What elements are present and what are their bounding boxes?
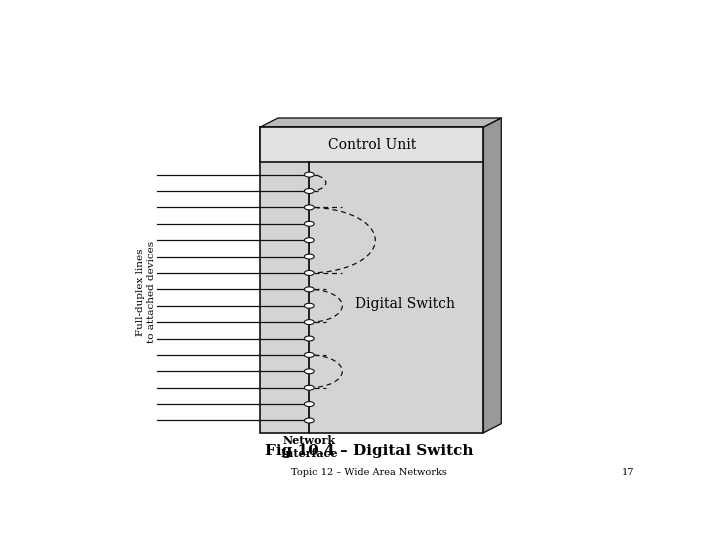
Ellipse shape	[305, 254, 314, 259]
Ellipse shape	[305, 402, 314, 407]
Ellipse shape	[305, 238, 314, 242]
Polygon shape	[260, 118, 501, 127]
Ellipse shape	[305, 188, 314, 193]
Text: Full-duplex lines
to attached devices: Full-duplex lines to attached devices	[136, 241, 156, 343]
Text: Fig 10.4 – Digital Switch: Fig 10.4 – Digital Switch	[265, 444, 473, 458]
Ellipse shape	[305, 271, 314, 275]
Bar	[260, 127, 483, 163]
Ellipse shape	[305, 336, 314, 341]
Polygon shape	[483, 118, 501, 433]
Ellipse shape	[305, 320, 314, 325]
Ellipse shape	[305, 205, 314, 210]
Bar	[260, 127, 483, 433]
Ellipse shape	[305, 303, 314, 308]
Text: Topic 12 – Wide Area Networks: Topic 12 – Wide Area Networks	[291, 468, 447, 477]
Ellipse shape	[305, 353, 314, 357]
Ellipse shape	[305, 221, 314, 226]
Ellipse shape	[305, 369, 314, 374]
Text: Network
Interface: Network Interface	[281, 435, 338, 458]
Ellipse shape	[305, 172, 314, 177]
Ellipse shape	[305, 287, 314, 292]
Text: Control Unit: Control Unit	[328, 138, 416, 152]
Text: 17: 17	[621, 468, 634, 477]
Ellipse shape	[305, 418, 314, 423]
Text: Digital Switch: Digital Switch	[355, 298, 455, 312]
Ellipse shape	[305, 385, 314, 390]
